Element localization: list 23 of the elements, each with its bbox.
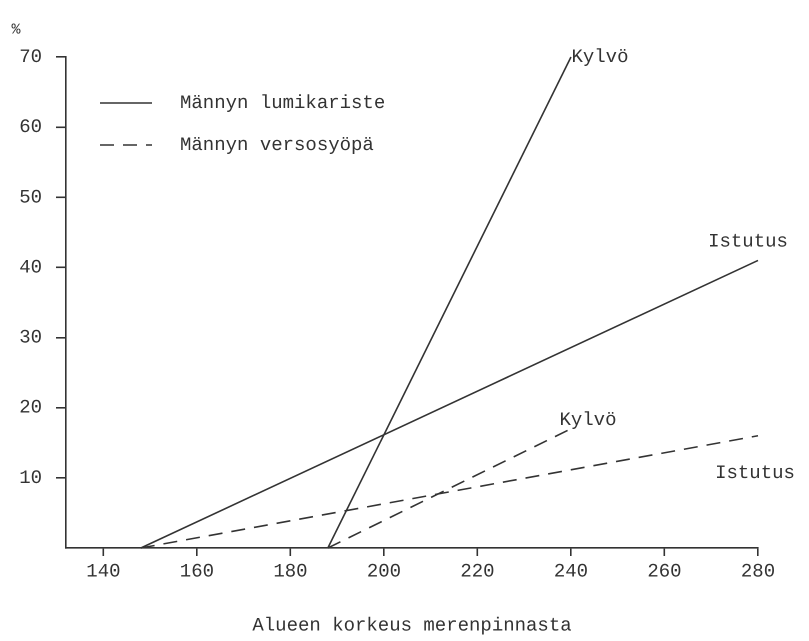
- x-tick-label: 220: [460, 560, 495, 582]
- x-tick-label: 140: [86, 560, 121, 582]
- legend-label: Männyn lumikariste: [180, 92, 386, 114]
- x-tick-label: 200: [366, 560, 402, 582]
- y-tick-label: 10: [19, 466, 42, 489]
- y-tick-label: 70: [19, 46, 42, 68]
- x-tick-label: 240: [554, 560, 588, 582]
- annotation: Istutus: [708, 230, 788, 252]
- x-tick-label: 180: [273, 560, 308, 582]
- legend-label: Männyn versosyöpä: [180, 134, 374, 156]
- annotation: Kylvö: [571, 46, 628, 68]
- x-axis-title: Alueen korkeus merenpinnasta: [252, 614, 572, 637]
- annotation: Kylvö: [559, 408, 616, 431]
- y-tick-label: 20: [19, 396, 42, 419]
- y-axis-title: %: [11, 21, 22, 38]
- x-tick-label: 160: [180, 560, 214, 582]
- x-tick-label: 260: [647, 560, 682, 582]
- annotation: Istutus: [715, 462, 795, 484]
- y-tick-label: 60: [19, 116, 42, 138]
- y-tick-label: 30: [19, 326, 42, 349]
- y-tick-label: 40: [19, 256, 42, 278]
- y-tick-label: 50: [19, 186, 42, 208]
- x-tick-label: 280: [740, 560, 776, 582]
